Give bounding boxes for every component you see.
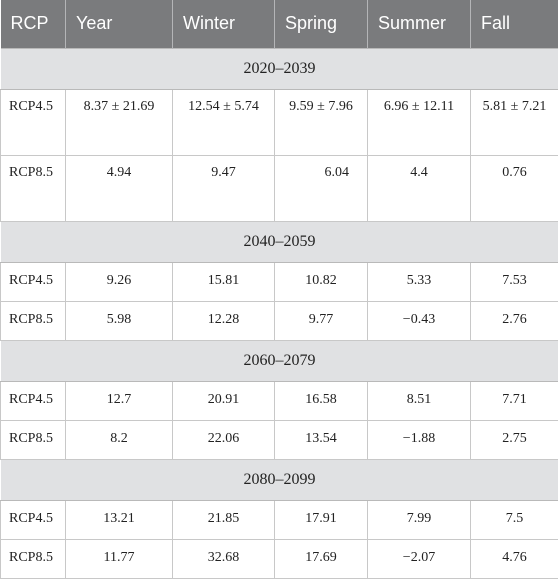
cell-spring: 9.77 xyxy=(275,301,368,340)
header-row: RCP Year Winter Spring Summer Fall xyxy=(1,0,558,48)
cell-rcp: RCP4.5 xyxy=(1,89,66,155)
cell-rcp: RCP8.5 xyxy=(1,539,66,578)
cell-summer: 8.51 xyxy=(368,381,471,420)
period-label: 2080–2099 xyxy=(1,459,558,500)
header-rcp: RCP xyxy=(1,0,66,48)
header-year: Year xyxy=(66,0,173,48)
cell-summer: −1.88 xyxy=(368,420,471,459)
cell-fall: 7.5 xyxy=(471,500,558,539)
cell-winter: 12.54 ± 5.74 xyxy=(173,89,275,155)
cell-rcp: RCP4.5 xyxy=(1,500,66,539)
cell-year: 8.2 xyxy=(66,420,173,459)
cell-spring: 10.82 xyxy=(275,262,368,301)
cell-winter: 22.06 xyxy=(173,420,275,459)
table-row: RCP8.5 8.2 22.06 13.54 −1.88 2.75 xyxy=(1,420,558,459)
cell-year: 12.7 xyxy=(66,381,173,420)
cell-spring: 13.54 xyxy=(275,420,368,459)
cell-year: 13.21 xyxy=(66,500,173,539)
cell-spring: 17.91 xyxy=(275,500,368,539)
table-row: RCP8.5 11.77 32.68 17.69 −2.07 4.76 xyxy=(1,539,558,578)
cell-summer: −0.43 xyxy=(368,301,471,340)
cell-winter: 12.28 xyxy=(173,301,275,340)
cell-spring: 6.04 xyxy=(275,155,368,221)
cell-fall: 5.81 ± 7.21 xyxy=(471,89,558,155)
cell-year: 9.26 xyxy=(66,262,173,301)
cell-year: 11.77 xyxy=(66,539,173,578)
cell-summer: 6.96 ± 12.11 xyxy=(368,89,471,155)
cell-fall: 2.76 xyxy=(471,301,558,340)
period-label: 2040–2059 xyxy=(1,221,558,262)
period-row: 2020–2039 xyxy=(1,48,558,89)
period-label: 2020–2039 xyxy=(1,48,558,89)
table-row: RCP4.5 13.21 21.85 17.91 7.99 7.5 xyxy=(1,500,558,539)
cell-summer: −2.07 xyxy=(368,539,471,578)
cell-fall: 0.76 xyxy=(471,155,558,221)
cell-winter: 9.47 xyxy=(173,155,275,221)
cell-fall: 7.71 xyxy=(471,381,558,420)
period-row: 2060–2079 xyxy=(1,340,558,381)
table-row: RCP4.5 12.7 20.91 16.58 8.51 7.71 xyxy=(1,381,558,420)
header-spring: Spring xyxy=(275,0,368,48)
header-fall: Fall xyxy=(471,0,558,48)
cell-rcp: RCP4.5 xyxy=(1,262,66,301)
cell-spring: 17.69 xyxy=(275,539,368,578)
cell-year: 8.37 ± 21.69 xyxy=(66,89,173,155)
cell-rcp: RCP8.5 xyxy=(1,420,66,459)
cell-year: 4.94 xyxy=(66,155,173,221)
table-row: RCP4.5 8.37 ± 21.69 12.54 ± 5.74 9.59 ± … xyxy=(1,89,558,155)
cell-winter: 21.85 xyxy=(173,500,275,539)
header-summer: Summer xyxy=(368,0,471,48)
cell-fall: 7.53 xyxy=(471,262,558,301)
cell-winter: 32.68 xyxy=(173,539,275,578)
table-row: RCP8.5 4.94 9.47 6.04 4.4 0.76 xyxy=(1,155,558,221)
cell-fall: 2.75 xyxy=(471,420,558,459)
cell-summer: 7.99 xyxy=(368,500,471,539)
cell-summer: 4.4 xyxy=(368,155,471,221)
cell-year: 5.98 xyxy=(66,301,173,340)
cell-winter: 20.91 xyxy=(173,381,275,420)
cell-winter: 15.81 xyxy=(173,262,275,301)
header-winter: Winter xyxy=(173,0,275,48)
table-row: RCP4.5 9.26 15.81 10.82 5.33 7.53 xyxy=(1,262,558,301)
cell-rcp: RCP8.5 xyxy=(1,301,66,340)
period-label: 2060–2079 xyxy=(1,340,558,381)
period-row: 2040–2059 xyxy=(1,221,558,262)
cell-rcp: RCP4.5 xyxy=(1,381,66,420)
table-row: RCP8.5 5.98 12.28 9.77 −0.43 2.76 xyxy=(1,301,558,340)
cell-spring: 16.58 xyxy=(275,381,368,420)
cell-summer: 5.33 xyxy=(368,262,471,301)
cell-fall: 4.76 xyxy=(471,539,558,578)
period-row: 2080–2099 xyxy=(1,459,558,500)
cell-spring: 9.59 ± 7.96 xyxy=(275,89,368,155)
cell-rcp: RCP8.5 xyxy=(1,155,66,221)
